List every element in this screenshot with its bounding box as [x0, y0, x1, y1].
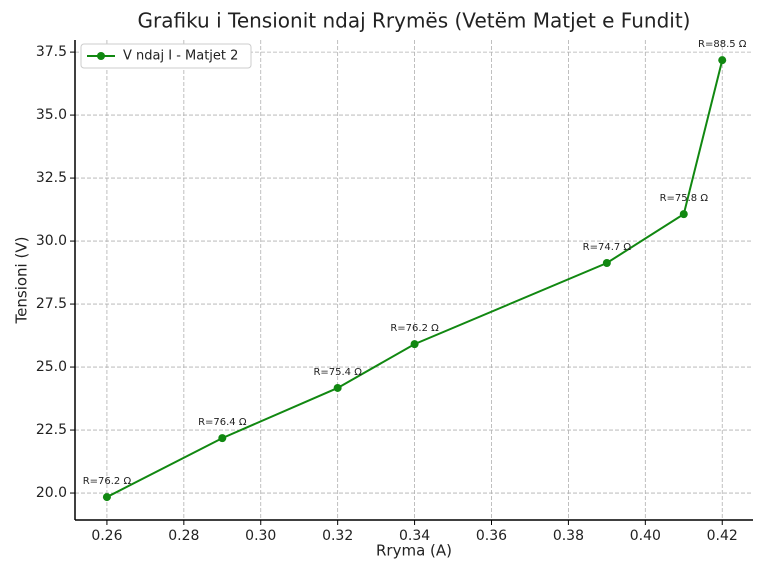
data-point	[718, 56, 727, 65]
y-tick-label: 32.5	[36, 170, 67, 186]
y-tick-label: 20.0	[36, 485, 67, 501]
y-tick-label: 22.5	[36, 422, 67, 438]
legend-label: V ndaj I - Matjet 2	[123, 49, 238, 64]
x-tick-label: 0.32	[322, 528, 353, 544]
y-tick-label: 37.5	[36, 44, 67, 60]
annotation: R=75.8 Ω	[660, 193, 709, 204]
annotation: R=76.2 Ω	[390, 323, 439, 334]
data-point	[410, 340, 419, 349]
annotation: R=76.4 Ω	[198, 417, 247, 428]
data-point	[679, 210, 688, 219]
x-tick-label: 0.40	[630, 528, 661, 544]
data-point	[218, 434, 227, 443]
y-tick-label: 30.0	[36, 233, 67, 249]
annotation: R=76.2 Ω	[83, 476, 132, 487]
annotation: R=88.5 Ω	[698, 39, 747, 50]
chart-title: Grafiku i Tensionit ndaj Rrymës (Vetëm M…	[138, 9, 691, 33]
x-tick-label: 0.28	[168, 528, 199, 544]
x-tick-label: 0.38	[553, 528, 584, 544]
data-point	[102, 493, 111, 502]
annotation: R=75.4 Ω	[313, 367, 362, 378]
x-tick-label: 0.26	[91, 528, 122, 544]
y-axis-label: Tensioni (V)	[13, 237, 31, 325]
x-axis-label: Rryma (A)	[376, 542, 452, 560]
data-point	[602, 258, 611, 267]
y-tick-label: 35.0	[36, 107, 67, 123]
legend-marker	[97, 52, 105, 60]
data-point	[333, 383, 342, 392]
annotation: R=74.7 Ω	[583, 242, 632, 253]
y-tick-label: 27.5	[36, 296, 67, 312]
x-tick-label: 0.30	[245, 528, 276, 544]
legend-box	[80, 43, 252, 69]
x-tick-label: 0.34	[399, 528, 430, 544]
y-tick-label: 25.0	[36, 359, 67, 375]
x-tick-label: 0.42	[707, 528, 738, 544]
x-tick-label: 0.36	[476, 528, 507, 544]
